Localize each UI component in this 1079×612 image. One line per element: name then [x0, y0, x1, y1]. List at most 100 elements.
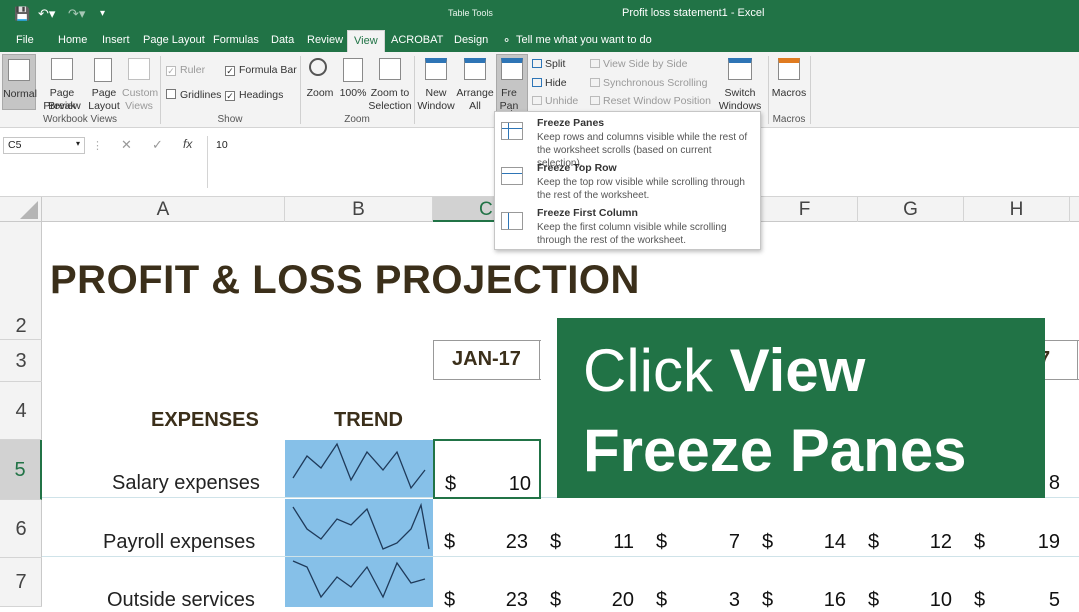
- enter-icon[interactable]: ✓: [152, 137, 163, 152]
- new-window-label-1: New: [425, 87, 447, 99]
- cell-value[interactable]: 20: [611, 589, 634, 611]
- headings-checkbox[interactable]: ✓ Headings: [225, 89, 284, 101]
- page-layout-button[interactable]: Page Layout: [88, 54, 120, 112]
- menu-item-title: Freeze Panes: [537, 117, 605, 129]
- group-divider: [160, 56, 161, 124]
- undo-icon[interactable]: ↶▾: [38, 6, 56, 21]
- normal-view-button[interactable]: Normal: [2, 54, 37, 110]
- insert-function-icon[interactable]: fx: [183, 137, 193, 151]
- page-break-preview-button[interactable]: Page Break Preview: [38, 54, 86, 112]
- column-header-b[interactable]: B: [285, 197, 433, 222]
- cell-value[interactable]: 11: [613, 531, 634, 553]
- row-header-6[interactable]: 6: [0, 500, 42, 558]
- freeze-panes-button[interactable]: Fre Pan: [496, 54, 528, 112]
- row-header-5[interactable]: 5: [0, 440, 42, 500]
- row-header-7[interactable]: 7: [0, 558, 42, 607]
- row-label-salary[interactable]: Salary expenses: [112, 472, 260, 494]
- cell-value[interactable]: 23: [505, 531, 528, 553]
- tab-formulas[interactable]: Formulas: [213, 34, 259, 46]
- tab-view[interactable]: View: [347, 30, 385, 52]
- customize-qat-icon[interactable]: ▾: [100, 8, 106, 19]
- new-window-button[interactable]: New Window: [416, 54, 456, 112]
- split-button[interactable]: Split: [532, 58, 565, 70]
- view-side-by-side-button[interactable]: View Side by Side: [590, 58, 687, 70]
- freeze-top-row-icon: [501, 167, 523, 185]
- cell-value[interactable]: 12: [929, 531, 952, 553]
- currency-symbol: $: [550, 531, 562, 553]
- cell-h5-partial[interactable]: 8: [1048, 472, 1060, 494]
- column-header-a[interactable]: A: [42, 197, 285, 222]
- formula-input[interactable]: 10: [207, 136, 1079, 188]
- save-icon[interactable]: 💾: [14, 6, 31, 21]
- tab-acrobat[interactable]: ACROBAT: [391, 34, 444, 46]
- tab-home[interactable]: Home: [58, 34, 88, 46]
- group-divider: [300, 56, 301, 124]
- cell-value[interactable]: 16: [823, 589, 846, 611]
- switch-windows-button[interactable]: Switch Windows: [712, 54, 768, 112]
- cell-value[interactable]: 14: [823, 531, 846, 553]
- macros-icon: [778, 58, 800, 80]
- cell-value[interactable]: 10: [929, 589, 952, 611]
- redo-icon[interactable]: ↷▾: [68, 6, 86, 21]
- cell-value[interactable]: 19: [1037, 531, 1060, 553]
- cell-value[interactable]: 23: [505, 589, 528, 611]
- select-all-button[interactable]: [0, 197, 42, 222]
- trend-cell-5[interactable]: [285, 440, 433, 498]
- trend-cell-7[interactable]: [285, 557, 433, 607]
- row-header-3[interactable]: 3: [0, 340, 42, 382]
- menu-item-freeze-top-row[interactable]: Freeze Top Row Keep the top row visible …: [495, 159, 760, 204]
- side-by-side-icon: [590, 59, 600, 68]
- trend-header[interactable]: TREND: [334, 409, 403, 431]
- freeze-panes-icon: [501, 58, 523, 80]
- name-box[interactable]: C5 ▾: [3, 137, 85, 154]
- menu-item-freeze-panes[interactable]: Freeze Panes Keep rows and columns visib…: [495, 114, 760, 169]
- tab-file[interactable]: File: [16, 34, 34, 46]
- cell-h3[interactable]: 7: [1039, 340, 1079, 380]
- row-header-2[interactable]: 2: [0, 312, 42, 340]
- reset-window-position-button[interactable]: Reset Window Position: [590, 95, 711, 107]
- arrange-all-button[interactable]: Arrange All: [456, 54, 494, 112]
- cell-c3[interactable]: JAN-17: [433, 340, 541, 380]
- tab-data[interactable]: Data: [271, 34, 295, 46]
- cancel-icon[interactable]: ✕: [121, 137, 132, 152]
- cell-value[interactable]: 7: [728, 531, 740, 553]
- macros-button[interactable]: Macros: [770, 54, 808, 112]
- active-cell-c5[interactable]: $ 10: [433, 439, 541, 499]
- page-layout-label-2: Layout: [88, 100, 120, 112]
- trend-cell-6[interactable]: [285, 499, 433, 556]
- zoom-100-button[interactable]: 100%: [338, 54, 368, 110]
- tab-page-layout[interactable]: Page Layout: [143, 34, 205, 46]
- column-header-f[interactable]: F: [752, 197, 858, 222]
- tab-insert[interactable]: Insert: [102, 34, 130, 46]
- expenses-header[interactable]: EXPENSES: [151, 409, 259, 431]
- hide-button[interactable]: Hide: [532, 77, 567, 89]
- cell-border: [434, 340, 541, 341]
- cell-value[interactable]: 3: [728, 589, 740, 611]
- zoom-button[interactable]: Zoom: [303, 54, 337, 110]
- menu-item-freeze-first-column[interactable]: Freeze First Column Keep the first colum…: [495, 204, 760, 249]
- zoom-to-selection-button[interactable]: Zoom to Selection: [368, 54, 412, 112]
- formula-bar-checkbox[interactable]: ✓ Formula Bar: [225, 64, 297, 76]
- column-header-g[interactable]: G: [858, 197, 964, 222]
- tab-design[interactable]: Design: [454, 34, 489, 46]
- column-header-h[interactable]: H: [964, 197, 1070, 222]
- synchronous-scrolling-button[interactable]: Synchronous Scrolling: [590, 77, 707, 89]
- chevron-down-icon[interactable]: ▾: [75, 139, 80, 148]
- group-divider: [810, 56, 811, 124]
- menu-item-title: Freeze Top Row: [537, 162, 617, 174]
- row-label-payroll[interactable]: Payroll expenses: [103, 531, 256, 553]
- freeze-panes-icon: [501, 122, 523, 140]
- unhide-button[interactable]: Unhide: [532, 95, 578, 107]
- tell-me-input[interactable]: Tell me what you want to do: [516, 34, 652, 46]
- sheet-title[interactable]: PROFIT & LOSS PROJECTION: [50, 258, 640, 302]
- freeze-panes-label-2: Pan: [499, 100, 519, 112]
- custom-views-button[interactable]: Custom Views: [122, 54, 158, 112]
- cell-border: [1045, 379, 1079, 380]
- row-label-outside[interactable]: Outside services: [107, 589, 255, 611]
- gridlines-checkbox[interactable]: Gridlines: [166, 89, 221, 101]
- cell-value[interactable]: 5: [1048, 589, 1060, 611]
- lightbulb-icon: ⚬: [502, 35, 512, 47]
- tab-review[interactable]: Review: [307, 34, 344, 46]
- row-header-4[interactable]: 4: [0, 382, 42, 440]
- ruler-checkbox[interactable]: ✓ Ruler: [166, 64, 206, 76]
